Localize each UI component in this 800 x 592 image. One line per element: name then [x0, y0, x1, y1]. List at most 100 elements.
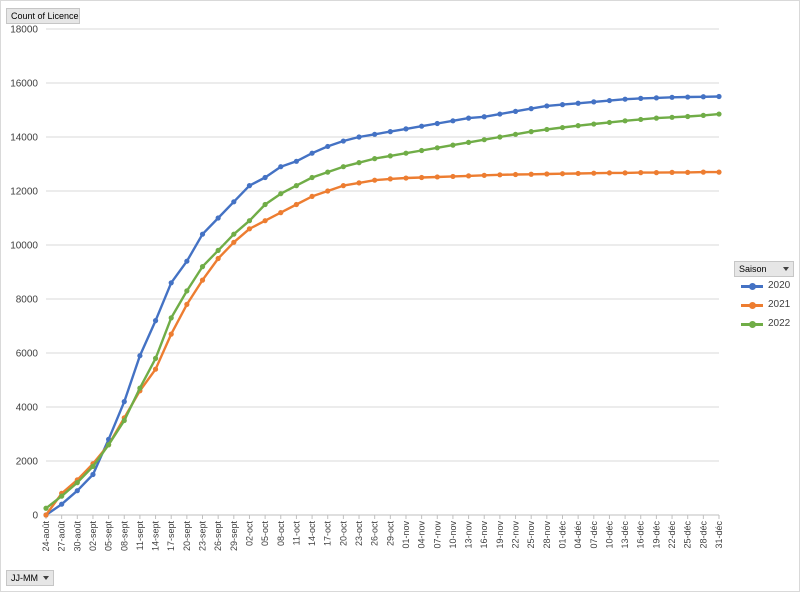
x-tick-label: 14-oct: [307, 521, 317, 547]
x-tick-label: 19-déc: [651, 521, 661, 549]
data-point: [497, 111, 503, 117]
data-point: [512, 171, 519, 178]
series-line-2020: [45, 95, 720, 516]
data-point: [669, 114, 675, 120]
data-point: [622, 96, 628, 102]
data-point: [544, 171, 550, 177]
data-point: [278, 164, 284, 170]
data-point: [497, 134, 503, 140]
data-point: [278, 210, 284, 216]
y-tick-label: 8000: [16, 295, 39, 306]
data-point: [246, 218, 253, 224]
legend-label: 2020: [768, 280, 791, 291]
data-point: [168, 331, 174, 337]
x-tick-label: 26-oct: [370, 521, 380, 547]
data-point: [293, 183, 300, 189]
x-tick-label: 31-déc: [714, 521, 724, 549]
data-point: [168, 280, 174, 286]
x-tick-label: 05-oct: [260, 521, 270, 547]
x-tick-label: 23-oct: [354, 521, 364, 547]
y-tick-label: 4000: [16, 403, 39, 414]
data-point: [356, 134, 362, 140]
data-point: [450, 142, 456, 148]
data-point: [106, 442, 112, 448]
data-point: [340, 183, 346, 189]
data-point: [262, 201, 268, 208]
data-point: [262, 174, 268, 181]
x-tick-label: 02-oct: [244, 521, 254, 547]
data-point: [215, 247, 221, 253]
chevron-down-icon[interactable]: [43, 576, 49, 580]
data-point: [528, 106, 534, 112]
x-tick-label: 29-oct: [385, 521, 395, 547]
data-point: [481, 114, 487, 120]
data-point: [465, 139, 472, 145]
x-tick-label: 24-août: [41, 521, 51, 552]
data-point: [434, 145, 440, 151]
legend-label: 2022: [768, 318, 791, 329]
data-point: [74, 488, 80, 494]
data-point: [152, 366, 159, 372]
x-tick-label: 19-nov: [495, 521, 505, 549]
data-point: [716, 111, 722, 117]
legend-item[interactable]: 2022: [739, 315, 799, 334]
data-point: [231, 199, 237, 205]
legend-field-button[interactable]: Saison: [734, 261, 794, 277]
x-tick-label: 08-sept: [119, 521, 129, 552]
data-point: [528, 129, 534, 135]
data-point: [419, 174, 425, 181]
value-field-label: Count of Licence: [11, 11, 79, 21]
data-point: [419, 123, 425, 129]
data-point: [403, 175, 409, 181]
data-point: [716, 93, 722, 100]
data-point: [184, 288, 190, 294]
legend-item[interactable]: 2021: [739, 296, 799, 315]
data-point: [481, 172, 487, 178]
data-point: [137, 353, 143, 359]
data-point: [685, 94, 691, 100]
data-point: [215, 215, 221, 221]
value-field-button[interactable]: Count of Licence: [6, 8, 80, 24]
data-point: [450, 118, 456, 124]
data-point: [59, 493, 65, 499]
data-point: [638, 170, 644, 176]
data-point: [309, 150, 315, 156]
chevron-down-icon[interactable]: [783, 267, 789, 271]
axis-field-button[interactable]: JJ-MM: [6, 570, 54, 586]
data-point: [497, 172, 503, 178]
data-point: [403, 126, 409, 132]
x-tick-label: 27-août: [57, 521, 67, 552]
data-point: [309, 193, 315, 199]
x-tick-label: 20-sept: [182, 521, 192, 552]
data-point: [199, 231, 206, 237]
legend-item[interactable]: 2020: [739, 277, 799, 296]
data-point: [372, 131, 378, 137]
data-point: [465, 173, 472, 179]
data-point: [325, 188, 331, 194]
x-tick-label: 20-oct: [338, 521, 348, 547]
data-point: [74, 480, 80, 486]
x-tick-label: 11-oct: [291, 521, 301, 546]
data-point: [606, 170, 613, 176]
data-point: [669, 169, 675, 175]
data-point: [700, 169, 706, 175]
x-tick-label: 04-déc: [573, 521, 583, 549]
data-point: [512, 108, 519, 114]
x-tick-label: 08-oct: [276, 521, 286, 547]
data-point: [372, 156, 378, 162]
y-tick-label: 6000: [16, 349, 39, 360]
data-point: [356, 180, 362, 186]
x-tick-label: 07-déc: [589, 521, 599, 549]
x-tick-label: 29-sept: [229, 521, 239, 552]
data-point: [215, 255, 221, 262]
data-point: [575, 100, 581, 106]
x-tick-label: 11-sept: [135, 521, 145, 551]
x-tick-label: 02-sept: [88, 521, 98, 552]
y-tick-label: 10000: [10, 241, 38, 252]
data-point: [231, 239, 237, 245]
x-tick-label: 25-déc: [683, 521, 693, 549]
legend-marker: [749, 321, 756, 328]
data-point: [372, 177, 378, 183]
data-point: [606, 119, 613, 126]
